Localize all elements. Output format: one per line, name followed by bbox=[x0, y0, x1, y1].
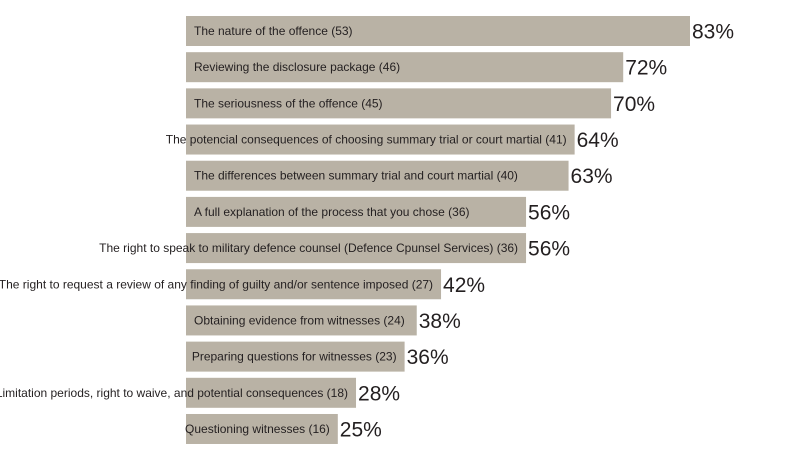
bar bbox=[186, 52, 624, 83]
bar-category-label: The potencial consequences of choosing s… bbox=[166, 133, 567, 147]
bar-category-label: The differences between summary trial an… bbox=[194, 169, 518, 183]
bar-category-label: The seriousness of the offence (45) bbox=[194, 96, 383, 110]
bar bbox=[186, 124, 575, 155]
bar-category-label: The right to request a review of any fin… bbox=[0, 277, 433, 291]
bar-group: The potencial consequences of choosing s… bbox=[166, 124, 619, 155]
bar bbox=[186, 160, 569, 191]
bar-value-label: 70% bbox=[613, 93, 655, 116]
bar-group: Reviewing the disclosure package (46) 72% bbox=[186, 52, 667, 83]
bar bbox=[186, 233, 527, 264]
bar bbox=[186, 196, 527, 227]
bar-category-label: Reviewing the disclosure package (46) bbox=[194, 60, 400, 74]
bar-group: Limitation periods, right to waive, and … bbox=[0, 377, 400, 408]
bar bbox=[186, 413, 338, 444]
bar-value-label: 36% bbox=[407, 346, 449, 369]
bar bbox=[186, 269, 442, 300]
bar-group: The right to speak to military defence c… bbox=[99, 233, 570, 264]
bar-category-label: Preparing questions for witnesses (23) bbox=[192, 350, 397, 364]
bar-value-label: 72% bbox=[625, 57, 667, 80]
bar-group: The differences between summary trial an… bbox=[186, 160, 613, 191]
bar bbox=[186, 377, 357, 408]
bar bbox=[186, 305, 417, 336]
bar-group: Obtaining evidence from witnesses (24) 38… bbox=[186, 305, 461, 336]
bar-category-label: Questioning witnesses (16) bbox=[185, 422, 330, 436]
bar-value-label: 25% bbox=[340, 418, 382, 441]
bar-group: A full explanation of the process that y… bbox=[186, 196, 570, 227]
bar-value-label: 83% bbox=[692, 21, 734, 44]
bar-category-label: The nature of the offence (53) bbox=[194, 24, 353, 38]
bar-category-label: A full explanation of the process that y… bbox=[194, 205, 470, 219]
bar-group: The right to request a review of any fin… bbox=[0, 269, 485, 300]
bar-group: The nature of the offence (53) 83% bbox=[186, 16, 734, 46]
bar-category-label: Obtaining evidence from witnesses (24) bbox=[194, 313, 405, 327]
bar-group: Questioning witnesses (16) 25% bbox=[185, 413, 382, 444]
bar-group: Preparing questions for witnesses (23) 36… bbox=[186, 341, 449, 372]
bar-value-label: 42% bbox=[443, 274, 485, 297]
bar-value-label: 64% bbox=[577, 129, 619, 152]
bar bbox=[186, 88, 612, 119]
bar-value-label: 28% bbox=[358, 382, 400, 405]
bar bbox=[186, 16, 690, 46]
bar bbox=[186, 341, 405, 372]
bar-value-label: 63% bbox=[571, 165, 613, 188]
bar-value-label: 56% bbox=[528, 201, 570, 224]
bar-category-label: The right to speak to military defence c… bbox=[99, 241, 518, 255]
bar-value-label: 56% bbox=[528, 238, 570, 261]
bar-category-label: Limitation periods, right to waive, and … bbox=[0, 386, 348, 400]
bar-group: The seriousness of the offence (45) 70% bbox=[186, 88, 655, 119]
bar-value-label: 38% bbox=[419, 310, 461, 333]
